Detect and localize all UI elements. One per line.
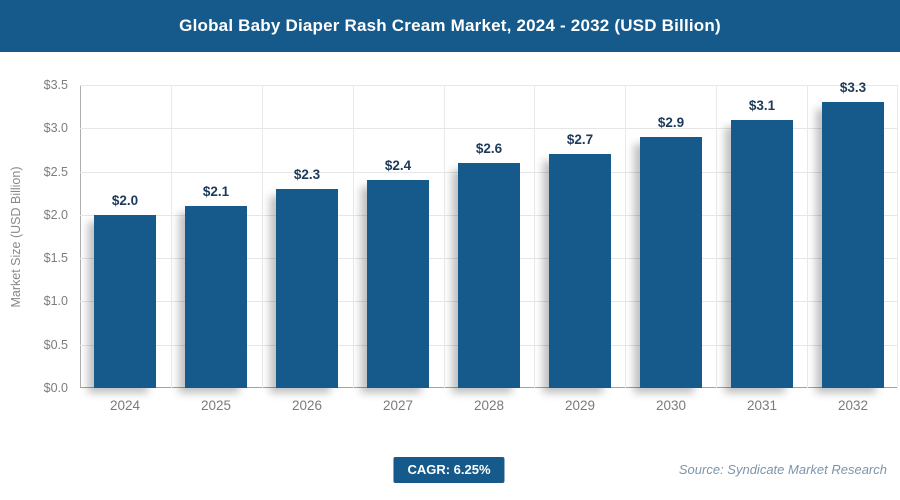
x-tick-label: 2030: [655, 398, 687, 413]
bar-value-label: $3.1: [748, 98, 776, 113]
horizontal-gridline: [80, 128, 898, 129]
bar: [276, 189, 338, 388]
bar-value-label: $2.1: [202, 184, 230, 199]
bar: [640, 137, 702, 388]
source-note: Source: Syndicate Market Research: [678, 462, 887, 477]
bar: [549, 154, 611, 388]
y-tick-label: $1.5: [43, 251, 68, 265]
vertical-gridline: [444, 85, 445, 388]
plot-area: $2.0 $2.1 $2.3 $2.4 $2.6 $2.7 $2.9 $3.1 $3.3: [80, 80, 898, 388]
y-tick-label: $2.5: [43, 165, 68, 179]
vertical-gridline: [625, 85, 626, 388]
y-tick-label: $0.5: [43, 338, 68, 352]
y-tick-label: $0.0: [43, 381, 68, 395]
bar-value-label: $2.3: [293, 167, 321, 182]
y-axis-title: Market Size (USD Billion): [9, 166, 23, 308]
vertical-gridline: [171, 85, 172, 388]
bar-value-label: $2.7: [566, 132, 594, 147]
vertical-gridline: [716, 85, 717, 388]
x-tick-label: 2031: [746, 398, 778, 413]
vertical-gridline: [897, 85, 898, 388]
vertical-gridline: [534, 85, 535, 388]
x-tick-label: 2024: [109, 398, 141, 413]
cagr-badge: CAGR: 6.25%: [393, 457, 505, 483]
chart-title-bar: Global Baby Diaper Rash Cream Market, 20…: [0, 0, 900, 52]
y-axis-line: [80, 85, 81, 388]
bar: [185, 206, 247, 388]
bar: [367, 180, 429, 388]
vertical-gridline: [807, 85, 808, 388]
bar: [822, 102, 884, 388]
vertical-gridline: [262, 85, 263, 388]
x-tick-label: 2029: [564, 398, 596, 413]
bar: [94, 215, 156, 388]
y-tick-label: $3.5: [43, 78, 68, 92]
y-tick-label: $2.0: [43, 208, 68, 222]
horizontal-gridline: [80, 85, 898, 86]
x-tick-label: 2032: [837, 398, 869, 413]
bar: [458, 163, 520, 388]
x-tick-label: 2026: [291, 398, 323, 413]
bar-value-label: $3.3: [839, 80, 867, 95]
x-tick-label: 2027: [382, 398, 414, 413]
y-tick-label: $3.0: [43, 121, 68, 135]
bar-value-label: $2.4: [384, 158, 412, 173]
vertical-gridline: [353, 85, 354, 388]
x-tick-label: 2028: [473, 398, 505, 413]
x-tick-label: 2025: [200, 398, 232, 413]
chart-title: Global Baby Diaper Rash Cream Market, 20…: [179, 16, 721, 35]
bar: [731, 120, 793, 388]
bar-value-label: $2.6: [475, 141, 503, 156]
bar-value-label: $2.0: [111, 193, 139, 208]
bar-value-label: $2.9: [657, 115, 685, 130]
y-tick-label: $1.0: [43, 294, 68, 308]
